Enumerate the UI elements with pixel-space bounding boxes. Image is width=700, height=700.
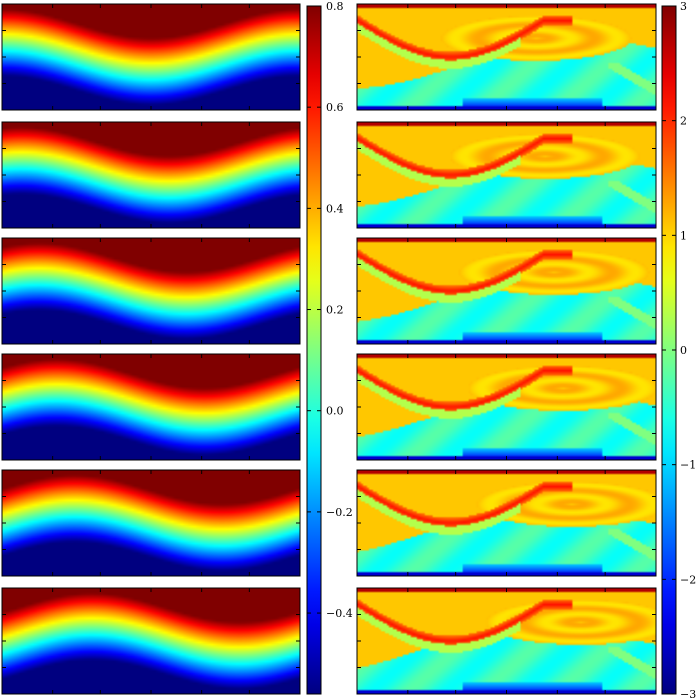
colorbar-tick-label: −0.2 [326,506,353,519]
right-panel-group [356,3,657,695]
right-panel-5 [356,469,657,577]
colorbar-tick-label: 3 [680,0,687,13]
right-panel-2 [356,121,657,229]
colorbar-tick-label: −0.4 [326,607,353,620]
right-panel-image [357,122,656,228]
left-panel-image [2,122,300,228]
colorbar-tick-label: 0.0 [326,405,344,418]
colorbar-gradient [307,6,321,694]
left-panel-image [2,354,300,460]
right-panel-image [357,354,656,460]
left-panel-6 [1,587,301,695]
colorbar-tick-label: −3 [680,688,696,700]
right-panel-3 [356,237,657,345]
right-panel-1 [356,3,657,111]
left-panel-3 [1,237,301,345]
colorbar-tick-label: 0.2 [326,304,344,317]
colorbar-gradient [662,6,676,694]
colorbar-tick-label: −2 [680,573,696,586]
colorbar-tick-label: −1 [680,459,696,472]
colorbar-tick-label: 1 [680,229,687,242]
colorbar-tick-label: 0.4 [326,202,344,215]
colorbar-right: −3 −2 −1 0 1 2 3 [661,0,696,700]
left-panel-image [2,470,300,576]
right-panel-6 [356,587,657,695]
left-panel-1 [1,3,301,111]
left-panel-4 [1,353,301,461]
right-panel-image [357,4,656,110]
left-panel-5 [1,469,301,577]
right-panel-image [357,588,656,694]
colorbar-left: −0.4 −0.2 0.0 0.2 0.4 0.6 0.8 [306,0,353,695]
colorbar-frame [306,5,322,695]
left-panel-2 [1,121,301,229]
left-panel-image [2,238,300,344]
right-panel-image [357,470,656,576]
right-panel-image [357,238,656,344]
colorbar-tick-label: 0.6 [326,101,344,114]
left-panel-group [1,3,301,695]
colorbar-tick-label: 0.8 [326,0,344,13]
colorbar-tick-label: 0 [680,344,687,357]
left-panel-image [2,4,300,110]
colorbar-tick-label: 2 [680,115,687,128]
left-panel-image [2,588,300,694]
right-panel-4 [356,353,657,461]
